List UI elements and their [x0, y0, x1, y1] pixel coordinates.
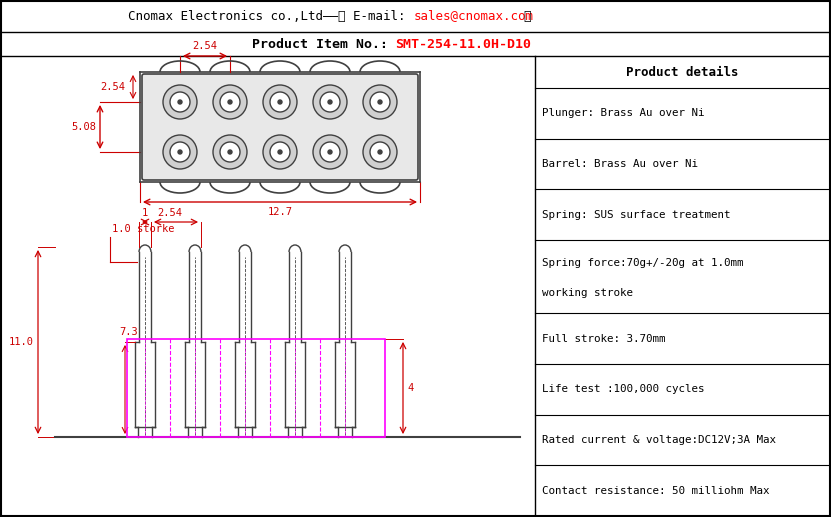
Circle shape [228, 150, 232, 154]
Circle shape [270, 92, 290, 112]
Text: 5.08: 5.08 [71, 122, 96, 132]
Text: working stroke: working stroke [542, 288, 633, 298]
Text: Plunger: Brass Au over Ni: Plunger: Brass Au over Ni [542, 109, 705, 118]
Circle shape [220, 142, 240, 162]
Circle shape [320, 142, 340, 162]
Text: ）: ） [524, 9, 531, 23]
Text: 1.0 storke: 1.0 storke [112, 224, 175, 234]
Text: Cnomax Electronics co.,Ltd——（ E-mail:: Cnomax Electronics co.,Ltd——（ E-mail: [129, 9, 414, 23]
Circle shape [178, 100, 182, 104]
Text: 11.0: 11.0 [9, 337, 34, 347]
Circle shape [313, 135, 347, 169]
Circle shape [270, 142, 290, 162]
Circle shape [320, 92, 340, 112]
Circle shape [263, 85, 297, 119]
Text: 1: 1 [142, 208, 148, 218]
Text: 2.54: 2.54 [100, 82, 125, 92]
Circle shape [220, 92, 240, 112]
Circle shape [370, 92, 390, 112]
Circle shape [213, 135, 247, 169]
Circle shape [278, 150, 282, 154]
Circle shape [170, 92, 190, 112]
Text: Contact resistance: 50 milliohm Max: Contact resistance: 50 milliohm Max [542, 485, 770, 496]
Circle shape [328, 150, 332, 154]
Circle shape [378, 150, 382, 154]
Circle shape [363, 135, 397, 169]
Text: Barrel: Brass Au over Ni: Barrel: Brass Au over Ni [542, 159, 698, 169]
Circle shape [313, 85, 347, 119]
Circle shape [178, 150, 182, 154]
Circle shape [170, 142, 190, 162]
Circle shape [163, 135, 197, 169]
Text: sales@cnomax.com: sales@cnomax.com [414, 9, 534, 23]
Circle shape [378, 100, 382, 104]
Circle shape [363, 85, 397, 119]
Text: Life test :100,000 cycles: Life test :100,000 cycles [542, 384, 705, 394]
Text: Product details: Product details [627, 66, 739, 79]
Text: 7.3: 7.3 [119, 327, 138, 337]
Text: Spring force:70g+/-20g at 1.0mm: Spring force:70g+/-20g at 1.0mm [542, 258, 744, 268]
Text: 4: 4 [407, 383, 413, 393]
Text: SMT-254-11.0H-D10: SMT-254-11.0H-D10 [396, 38, 532, 51]
Text: Rated current & voltage:DC12V;3A Max: Rated current & voltage:DC12V;3A Max [542, 435, 776, 445]
Circle shape [370, 142, 390, 162]
Circle shape [278, 100, 282, 104]
Text: Spring: SUS surface treatment: Spring: SUS surface treatment [542, 209, 730, 220]
FancyBboxPatch shape [142, 74, 418, 180]
Circle shape [263, 135, 297, 169]
Circle shape [228, 100, 232, 104]
Circle shape [213, 85, 247, 119]
Text: 2.54: 2.54 [158, 208, 183, 218]
Circle shape [328, 100, 332, 104]
Text: Full stroke: 3.70mm: Full stroke: 3.70mm [542, 333, 666, 344]
Text: Product Item No.:: Product Item No.: [252, 38, 396, 51]
Text: 2.54: 2.54 [193, 41, 218, 51]
Circle shape [163, 85, 197, 119]
Text: 12.7: 12.7 [268, 207, 293, 217]
Bar [127, 339, 385, 437]
